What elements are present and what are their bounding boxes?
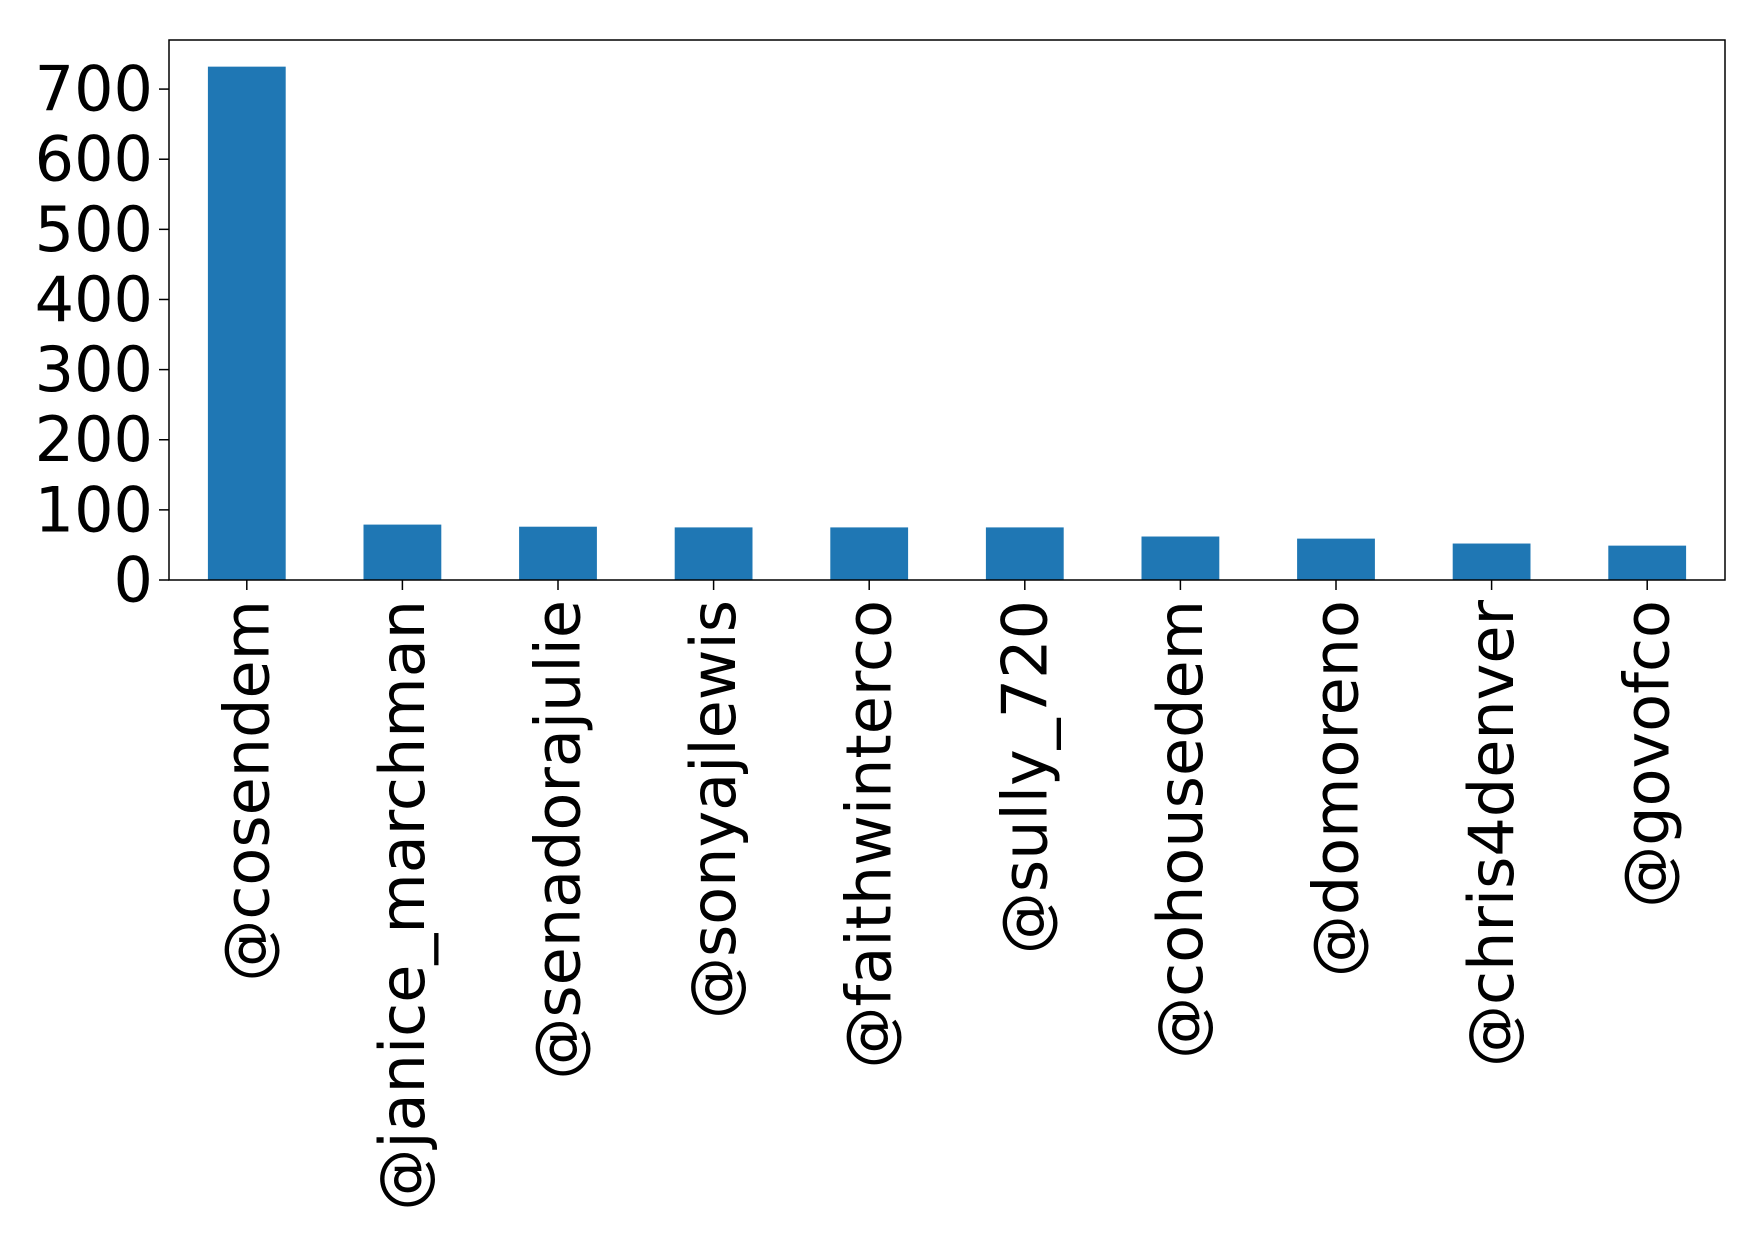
y-tick-label: 400 [35,263,153,336]
x-tick-label: @faithwinterco [833,600,906,1068]
bar-sonyajlewis [674,527,753,580]
y-tick-label: 500 [35,193,153,266]
x-tick-label: @sonyajlewis [677,600,750,1019]
x-tick-label: @domoreno [1300,600,1373,977]
y-tick-label: 200 [35,403,153,476]
x-tick-label: @janice_marchman [366,600,439,1211]
y-tick-label: 700 [35,53,153,126]
bar-domoreno [1297,538,1375,580]
bar-janice-marchman [363,524,442,580]
y-tick-label: 100 [35,473,153,546]
y-tick-label: 0 [114,544,153,617]
y-tick-label: 300 [35,333,153,406]
bar-cohousedem [1141,536,1220,580]
x-tick-label: @cohousedem [1144,600,1217,1059]
y-tick-label: 600 [35,123,153,196]
bars-group [207,66,1687,580]
x-tick-label: @sully_720 [988,600,1061,954]
bar-cosendem [207,66,286,580]
bar-govofco [1608,545,1687,580]
x-tick-label: @cosendem [210,600,283,982]
plot-frame [168,39,1726,581]
x-axis: @cosendem @janice_marchman @senadorajulie @… [210,580,1684,1211]
bar-faithwinterco [830,527,909,580]
bar-senadorajulie [519,526,597,580]
bar-chris4denver [1452,543,1531,580]
x-tick-label: @chris4denver [1455,599,1528,1066]
x-tick-label: @senadorajulie [522,600,595,1080]
x-tick-label: @govofco [1611,600,1684,908]
bar-sully-720 [985,527,1064,580]
